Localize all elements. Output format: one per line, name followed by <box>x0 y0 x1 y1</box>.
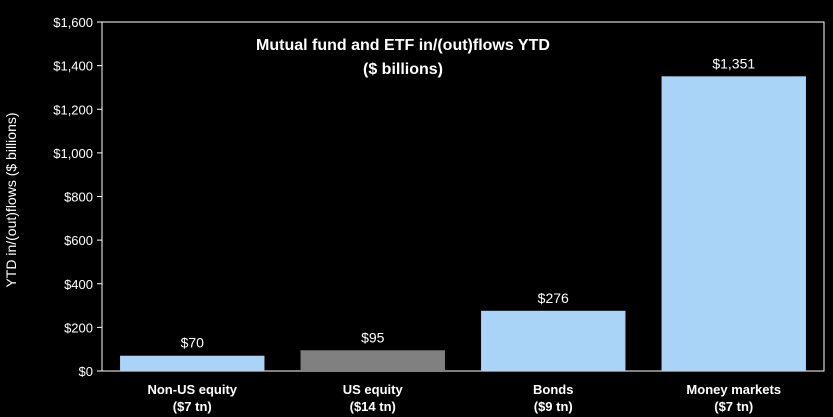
bar <box>481 310 626 371</box>
category-label: Non-US equity <box>147 382 237 397</box>
bar <box>661 76 806 372</box>
y-tick-label: $200 <box>64 320 93 335</box>
y-tick-label: $1,000 <box>53 146 93 161</box>
y-tick-label: $800 <box>64 190 93 205</box>
data-labels: $70 $95 $276 $1,351 <box>181 55 756 350</box>
y-tick-label: $1,400 <box>53 59 93 74</box>
y-tick-label: $600 <box>64 233 93 248</box>
bar <box>120 355 265 371</box>
bar-value-label: $1,351 <box>712 55 755 71</box>
y-tick-label: $1,600 <box>53 15 93 30</box>
category-sublabel: ($7 tn) <box>173 399 212 414</box>
category-label: Bonds <box>533 382 573 397</box>
bar-series <box>120 76 806 372</box>
chart-title: Mutual fund and ETF in/(out)flows YTD <box>256 37 550 54</box>
bar-value-label: $276 <box>538 290 569 306</box>
chart-subtitle: ($ billions) <box>363 61 443 78</box>
category-sublabel: ($14 tn) <box>350 399 396 414</box>
y-tick-label: $0 <box>79 364 93 379</box>
bar <box>300 350 445 371</box>
y-tick-label: $400 <box>64 277 93 292</box>
category-sublabel: ($9 tn) <box>534 399 573 414</box>
y-tick-label: $1,200 <box>53 102 93 117</box>
category-sublabel: ($7 tn) <box>714 399 753 414</box>
category-label: US equity <box>343 382 404 397</box>
bar-value-label: $70 <box>181 335 205 351</box>
category-label: Money markets <box>686 382 781 397</box>
y-axis-ticks: $0 $200 $400 $600 $800 $1,000 $1,200 $1,400 $1,6… <box>53 15 102 379</box>
y-axis-label: YTD in/(out)flows ($ billions) <box>3 112 19 287</box>
x-axis-labels: Non-US equity ($7 tn) US equity ($14 tn) Bon… <box>147 382 781 414</box>
bar-value-label: $95 <box>361 329 385 345</box>
